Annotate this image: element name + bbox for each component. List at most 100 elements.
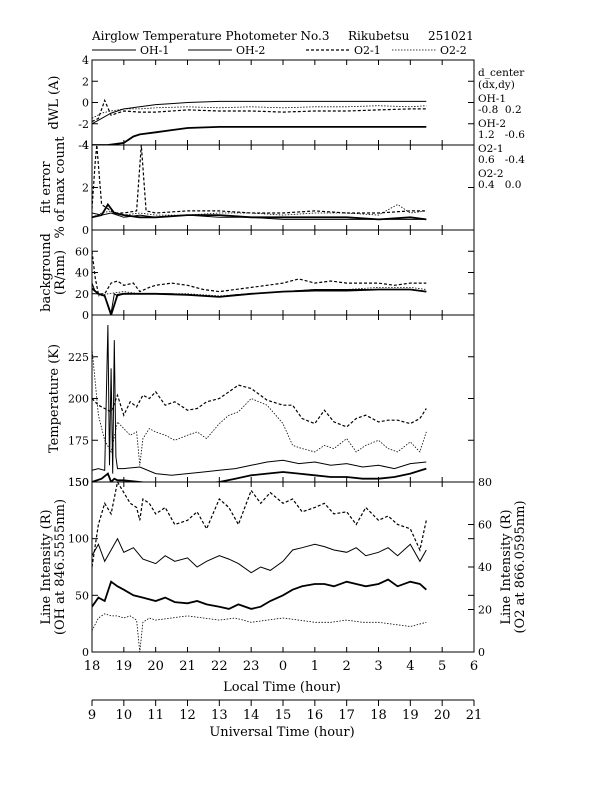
y-axis-label-right-2: (O2 at 866.0595nm) (513, 500, 528, 633)
info-o21-name: O2-1 (478, 143, 504, 155)
y-tick-label: 175 (68, 434, 89, 447)
panel-frame (91, 229, 475, 316)
y-tick-label: 4 (82, 54, 89, 67)
info-oh1-name: OH-1 (478, 93, 506, 105)
panel-4: 150 175 200 225 Temperature (K) (47, 314, 475, 489)
y-tick-label: 2 (82, 182, 89, 195)
series-oh1 (92, 537, 427, 574)
y-axis-label-right: Line Intensity (R) (499, 509, 514, 624)
y-tick-label: 20 (75, 288, 89, 301)
local-time-tick-label: 18 (84, 659, 101, 674)
y-axis-label: dWL (A) (47, 76, 62, 130)
legend-label-oh2: OH-2 (236, 44, 265, 57)
info-oh1-value: -0.8 0.2 (478, 104, 522, 116)
series-o22 (92, 613, 427, 652)
series-o21 (92, 482, 427, 568)
series-o21 (92, 251, 427, 295)
ut-tick-label: 13 (211, 708, 228, 723)
series-oh2 (92, 467, 427, 482)
y-right-tick-label: 80 (478, 476, 492, 489)
date-code: 251021 (428, 29, 474, 43)
info-o21-value: 0.6 -0.4 (478, 154, 525, 166)
local-time-label: Local Time (hour) (223, 680, 341, 695)
series-o22 (92, 348, 427, 466)
local-time-tick-label: 6 (470, 659, 478, 674)
series-oh2 (92, 578, 427, 610)
panels: -4 -2 0 2 4 dWL (A) 0 2 4 fit error% of max count… (39, 54, 528, 659)
ut-tick-label: 21 (466, 708, 483, 723)
local-time-tick-label: 20 (147, 659, 164, 674)
series-oh1 (92, 324, 427, 476)
y-tick-label: 40 (75, 267, 89, 280)
y-axis-label-2: % of max count (53, 136, 68, 239)
ut-tick-label: 9 (88, 708, 96, 723)
y-tick-label: 150 (68, 476, 89, 489)
local-time-tick-label: 21 (179, 659, 196, 674)
local-time-tick-label: 22 (211, 659, 228, 674)
y-right-tick-label: 40 (478, 561, 492, 574)
series-oh2 (92, 287, 427, 315)
panel-3: 0 20 40 60 background (R/nm) (39, 229, 475, 322)
chart-title: Airglow Temperature Photometer No.3 (91, 29, 330, 43)
y-axis-label: Temperature (K) (47, 344, 62, 453)
info-subtitle: (dx,dy) (478, 79, 515, 91)
ut-tick-label: 15 (275, 708, 292, 723)
info-o22-name: O2-2 (478, 168, 504, 180)
y-tick-label: 0 (82, 224, 89, 237)
local-time-tick-label: 3 (374, 659, 382, 674)
y-tick-label: 0 (82, 646, 89, 659)
ut-tick-label: 12 (179, 708, 196, 723)
y-right-tick-label: 20 (478, 604, 492, 617)
y-tick-label: 100 (68, 533, 89, 546)
universal-time-label: Universal Time (hour) (209, 725, 354, 740)
center-offset-info: d_center (dx,dy) OH-1 -0.8 0.2 OH-2 1.2 … (478, 67, 525, 191)
y-right-tick-label: 60 (478, 519, 492, 532)
y-right-tick-label: 0 (478, 646, 485, 659)
info-oh2-value: 1.2 -0.6 (478, 129, 525, 141)
panel-2: 0 2 4 fit error% of max count (39, 136, 475, 239)
legend-label-o22: O2-2 (440, 44, 467, 57)
series-o22 (92, 105, 427, 119)
y-axis-label-2: (R/nm) (53, 250, 68, 295)
legend: OH-1 OH-2 O2-1 O2-2 (92, 44, 467, 57)
series-o21 (92, 98, 427, 123)
local-time-tick-label: 0 (279, 659, 287, 674)
station-name: Rikubetsu (348, 29, 410, 43)
y-tick-label: 50 (75, 589, 89, 602)
ut-tick-label: 11 (147, 708, 164, 723)
info-title: d_center (478, 67, 525, 79)
y-tick-label: 150 (68, 476, 89, 489)
y-tick-label: 200 (68, 393, 89, 406)
series-oh2 (92, 202, 427, 221)
info-oh2-name: OH-2 (478, 118, 506, 130)
local-time-tick-label: 1 (311, 659, 319, 674)
local-time-tick-label: 5 (438, 659, 446, 674)
ut-tick-label: 19 (402, 708, 419, 723)
y-axis-label: background (39, 233, 54, 312)
local-time-tick-label: 19 (116, 659, 133, 674)
ut-tick-label: 17 (338, 708, 355, 723)
info-o22-value: 0.4 0.0 (478, 179, 521, 191)
series-o21 (92, 384, 427, 428)
ut-tick-label: 18 (370, 708, 387, 723)
series-o21 (92, 145, 427, 214)
series-o22 (92, 285, 427, 297)
local-time-tick-label: 4 (406, 659, 414, 674)
y-axis-label: Line Intensity (R) (39, 509, 54, 624)
y-axis-label: fit error (39, 161, 54, 214)
y-tick-label: 60 (75, 245, 89, 258)
legend-label-o21: O2-1 (354, 44, 381, 57)
ut-tick-label: 10 (116, 708, 133, 723)
y-tick-label: -4 (78, 139, 89, 152)
y-tick-label: 4 (82, 139, 89, 152)
local-time-tick-label: 23 (243, 659, 260, 674)
y-tick-label: -2 (78, 118, 89, 131)
y-axis-label-2: (OH at 846.5555nm) (53, 499, 68, 635)
y-tick-label: 2 (82, 75, 89, 88)
y-tick-label: 0 (82, 309, 89, 322)
ut-tick-label: 20 (434, 708, 451, 723)
time-axes: 18 19 20 21 22 23 0 1 2 3 4 5 69 10 11 12 13 14 15 16 17 18 19… (84, 659, 483, 723)
y-tick-label: 0 (82, 97, 89, 110)
